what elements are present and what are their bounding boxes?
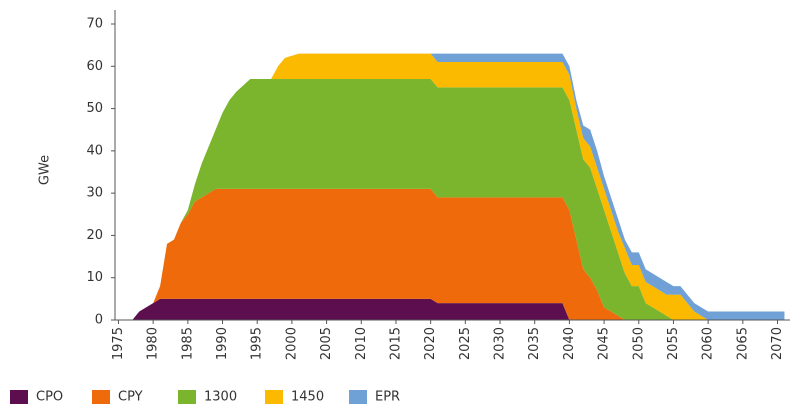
x-tick-label: 2030: [493, 327, 508, 360]
x-tick-label: 2055: [666, 327, 681, 360]
area: [132, 53, 785, 320]
x-tick-label: 2000: [284, 327, 299, 360]
legend-swatch: [92, 390, 110, 404]
legend-label: 1300: [204, 390, 237, 405]
y-tick-label: 10: [86, 270, 103, 285]
y-axis-label: GWe: [38, 155, 53, 185]
x-tick-label: 1990: [215, 327, 230, 360]
y-tick-label: 60: [86, 59, 103, 74]
y-tick-label: 20: [86, 228, 103, 243]
legend-label: 1450: [291, 390, 324, 405]
legend-label: EPR: [375, 390, 400, 405]
legend-swatch: [265, 390, 283, 404]
legend-swatch: [349, 390, 367, 404]
area: [132, 298, 785, 320]
x-tick-label: 2040: [562, 327, 577, 360]
x-tick-label: 2015: [388, 327, 403, 360]
x-tick-label: 1995: [250, 327, 265, 360]
legend-label: CPY: [118, 390, 143, 405]
x-tick-label: 1980: [146, 327, 161, 360]
legend-swatch: [178, 390, 196, 404]
x-tick-label: 2060: [701, 327, 716, 360]
x-tick-label: 2070: [770, 327, 785, 360]
x-tick-label: 2050: [631, 327, 646, 360]
x-tick-label: 2045: [597, 327, 612, 360]
legend-swatch: [10, 390, 28, 404]
legend-label: CPO: [36, 390, 63, 405]
x-tick-label: 2005: [319, 327, 334, 360]
area: [132, 78, 785, 320]
x-tick-label: 2025: [458, 327, 473, 360]
x-tick-label: 2010: [354, 327, 369, 360]
x-tick-label: 2065: [735, 327, 750, 360]
y-tick-label: 0: [95, 313, 103, 328]
y-tick-label: 70: [86, 17, 103, 32]
x-tick-label: 1985: [180, 327, 195, 360]
y-tick-label: 30: [86, 186, 103, 201]
y-tick-label: 50: [86, 101, 103, 116]
x-tick-label: 2020: [423, 327, 438, 360]
y-tick-label: 40: [86, 143, 103, 158]
x-tick-label: 1975: [111, 327, 126, 360]
area: [132, 188, 785, 320]
x-tick-label: 2035: [527, 327, 542, 360]
